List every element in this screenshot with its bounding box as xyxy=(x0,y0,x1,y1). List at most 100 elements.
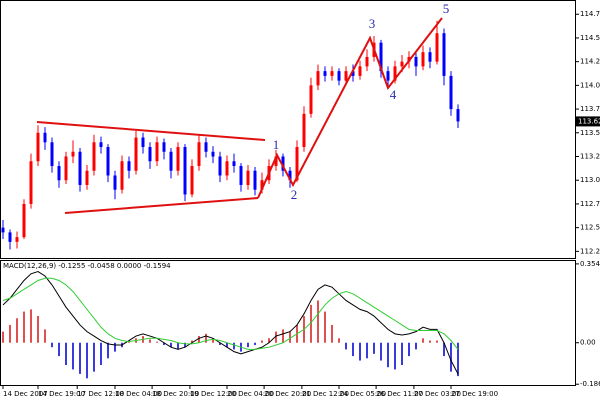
x-tick-label: 26 Dec 11:00 xyxy=(376,390,423,398)
triangle-upper xyxy=(36,121,266,141)
y-tick-label: 114.50 xyxy=(580,34,600,42)
histogram-bar xyxy=(226,342,228,348)
histogram-bar xyxy=(156,341,158,343)
candle-body xyxy=(302,113,306,148)
histogram-bar xyxy=(436,340,438,343)
histogram-bar xyxy=(324,311,326,343)
histogram-bar xyxy=(359,342,361,361)
macd-panel xyxy=(0,260,576,386)
candle-body xyxy=(281,156,285,171)
candle-body xyxy=(239,165,243,185)
y-tick-label: 113.50 xyxy=(580,129,600,137)
histogram-bar xyxy=(51,342,53,348)
histogram-bar xyxy=(331,324,333,343)
candle-body xyxy=(22,203,26,238)
histogram-bar xyxy=(198,336,200,343)
candle-body xyxy=(197,142,201,166)
macd-line xyxy=(2,271,459,375)
wave-label: 5 xyxy=(443,1,450,16)
y-tick-label: 114.00 xyxy=(580,81,600,89)
histogram-bar xyxy=(2,331,4,343)
candle-body xyxy=(190,165,194,195)
candle-body xyxy=(148,147,152,162)
y-tick-label: 0.00 xyxy=(580,339,596,347)
pattern-lines xyxy=(36,17,443,214)
histogram-bar xyxy=(422,338,424,343)
candle-body xyxy=(456,109,460,122)
histogram-bar xyxy=(289,331,291,343)
histogram-bar xyxy=(205,333,207,343)
candle-body xyxy=(288,170,292,181)
candle-body xyxy=(85,170,89,185)
histogram-bar xyxy=(380,342,382,361)
histogram-bar xyxy=(114,342,116,352)
candle-body xyxy=(428,52,432,62)
histogram-bar xyxy=(443,342,445,357)
histogram-bar xyxy=(72,342,74,370)
y-tick-label: -0.1865 xyxy=(580,380,600,388)
histogram-bar xyxy=(149,339,151,343)
triangle-lower xyxy=(64,197,259,214)
y-tick-label: 113.25 xyxy=(580,153,600,161)
histogram-bar xyxy=(86,342,88,379)
histogram-bar xyxy=(58,342,60,357)
histogram-bar xyxy=(170,342,172,348)
histogram-bar xyxy=(254,342,256,345)
histogram-bar xyxy=(163,342,165,345)
histogram-bar xyxy=(310,304,312,343)
y-tick-label: 0.3545 xyxy=(580,260,600,268)
macd-line xyxy=(2,277,459,350)
histogram-bar xyxy=(338,338,340,343)
candle-body xyxy=(358,66,362,76)
candle-body xyxy=(64,156,68,181)
wave-label: 2 xyxy=(291,187,298,202)
candle-body xyxy=(120,161,124,190)
candle-body xyxy=(113,175,117,190)
histogram-bar xyxy=(373,342,375,354)
candle-body xyxy=(309,85,313,114)
candle-body xyxy=(78,151,82,185)
candle-body xyxy=(183,147,187,195)
candle-body xyxy=(225,161,229,176)
candle-body xyxy=(386,71,390,81)
candle-body xyxy=(43,132,47,143)
candle-body xyxy=(400,61,404,67)
x-tick-label: 27 Dec 03:00 xyxy=(414,390,461,398)
x-tick-label: 27 Dec 19:00 xyxy=(451,390,498,398)
x-tick-label: 14 Dec 19:00 xyxy=(38,390,85,398)
histogram-bar xyxy=(387,342,389,368)
histogram-bar xyxy=(317,300,319,343)
histogram-bar xyxy=(450,342,452,372)
last-price-label: 113.62 xyxy=(578,117,600,125)
candle-body xyxy=(365,56,369,67)
histogram-bar xyxy=(261,340,263,343)
histogram-bar xyxy=(107,342,109,359)
histogram-bar xyxy=(184,342,186,348)
candle-body xyxy=(232,161,236,166)
histogram-bar xyxy=(44,329,46,343)
histogram-bar xyxy=(366,342,368,359)
histogram-bar xyxy=(212,338,214,343)
last-price-box xyxy=(576,116,600,127)
marks xyxy=(1,20,460,379)
y-tick-label: 113.75 xyxy=(580,105,600,113)
y-tick-label: 114.75 xyxy=(580,10,600,18)
histogram-bar xyxy=(352,342,354,357)
y-tick-label: 112.75 xyxy=(580,200,600,208)
candle-body xyxy=(330,71,334,76)
x-tick-label: 20 Dec 20:00 xyxy=(264,390,311,398)
histogram-bar xyxy=(394,342,396,370)
histogram-bar xyxy=(345,342,347,350)
y-tick-label: 114.25 xyxy=(580,58,600,66)
candle-body xyxy=(36,132,40,162)
x-tick-label: 18 Dec 04:00 xyxy=(115,390,162,398)
candle-body xyxy=(169,151,173,171)
candle-body xyxy=(99,142,103,148)
candle-body xyxy=(127,161,131,171)
histogram-bar xyxy=(275,331,277,343)
candle-body xyxy=(141,137,145,148)
candle-body xyxy=(134,137,138,171)
y-tick-label: 112.25 xyxy=(580,247,600,255)
x-tick-label: 20 Dec 04:00 xyxy=(227,390,274,398)
histogram-bar xyxy=(65,342,67,365)
